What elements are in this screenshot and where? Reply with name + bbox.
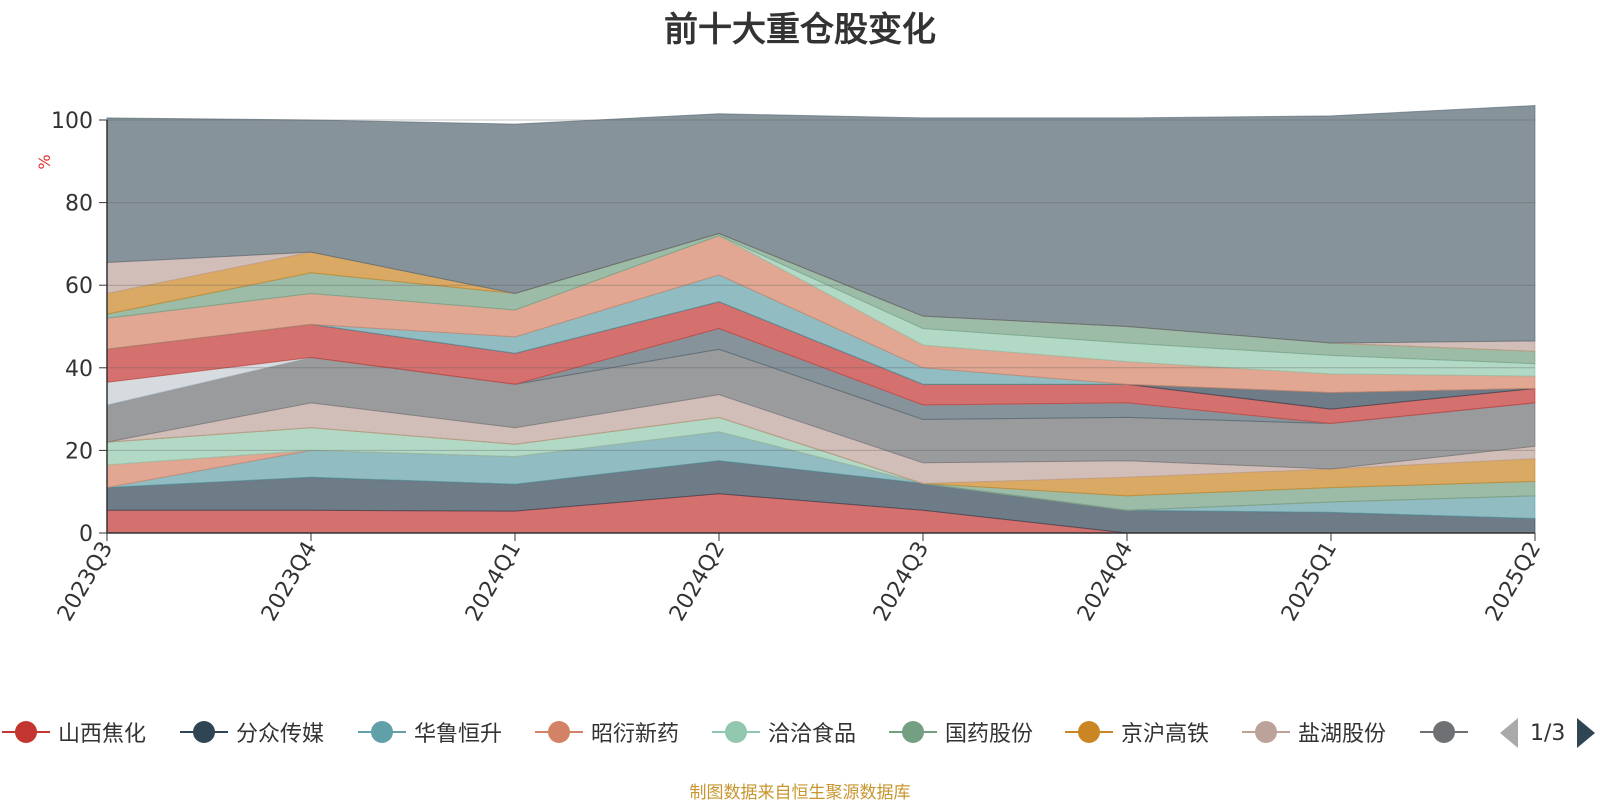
legend-circle-icon	[1063, 712, 1115, 752]
x-tick-label: 2023Q4	[257, 538, 322, 626]
legend-item[interactable]: 京沪高铁	[1063, 712, 1209, 752]
legend-label: 洽洽食品	[768, 722, 857, 747]
y-tick-label: 80	[65, 192, 93, 217]
legend-label: 分众传媒	[236, 722, 325, 747]
x-tick-label: 2023Q3	[53, 538, 118, 626]
x-tick-label: 2024Q2	[665, 538, 730, 626]
y-tick-label: 0	[79, 522, 93, 547]
legend-item[interactable]: 洽洽食品	[710, 712, 856, 752]
legend-circle-icon	[178, 712, 230, 752]
series-area-19	[106, 105, 1536, 344]
legend-circle-icon	[710, 712, 762, 752]
legend-page-indicator: 1/3	[1530, 720, 1566, 746]
legend-circle-icon	[887, 712, 939, 752]
x-tick-label: 2024Q1	[461, 538, 526, 626]
legend-item[interactable]	[1418, 712, 1476, 752]
legend-label: 华鲁恒升	[414, 722, 503, 747]
legend-label: 国药股份	[945, 722, 1034, 747]
legend-circle-icon	[1240, 712, 1292, 752]
x-tick-label: 2024Q4	[1073, 538, 1138, 626]
y-axis-unit: %	[35, 154, 54, 169]
x-tick-label: 2024Q3	[869, 538, 934, 626]
legend-pager: 1/3	[1500, 716, 1596, 750]
legend-prev-page-icon[interactable]	[1500, 718, 1518, 748]
legend-item[interactable]: 华鲁恒升	[356, 712, 502, 752]
chart-title: 前十大重仓股变化	[664, 10, 936, 50]
stacked-area-chart: 0 20 40 60 80 100 2023Q3 2023Q4 2024Q1 2024Q2 202…	[35, 105, 1546, 626]
x-tick-label: 2025Q1	[1277, 538, 1342, 626]
legend-label: 山西焦化	[58, 722, 147, 747]
legend-label: 京沪高铁	[1121, 722, 1210, 747]
legend-item[interactable]: 山西焦化	[0, 712, 146, 752]
legend-label: 昭衍新药	[591, 722, 680, 747]
source-note: 制图数据来自恒生聚源数据库	[689, 783, 911, 803]
x-tick-label: 2025Q2	[1481, 538, 1546, 626]
legend-circle-icon	[356, 712, 408, 752]
legend-circle-icon	[1418, 712, 1470, 752]
legend-item[interactable]: 昭衍新药	[533, 712, 679, 752]
legend-circle-icon	[533, 712, 585, 752]
y-tick-label: 100	[51, 109, 93, 134]
legend-next-page-icon[interactable]	[1577, 718, 1596, 748]
legend-item[interactable]: 盐湖股份	[1240, 712, 1386, 752]
y-tick-label: 40	[65, 357, 93, 382]
y-tick-label: 60	[65, 274, 93, 299]
y-tick-label: 20	[65, 439, 93, 464]
legend-item[interactable]: 国药股份	[887, 712, 1033, 752]
legend-label: 盐湖股份	[1298, 722, 1387, 747]
legend-circle-icon	[0, 712, 52, 752]
legend: 山西焦化 分众传媒 华鲁恒升 昭衍新药 洽洽食品 国药股份 京沪高铁 盐湖股份	[0, 712, 1485, 752]
legend-item[interactable]: 分众传媒	[178, 712, 324, 752]
